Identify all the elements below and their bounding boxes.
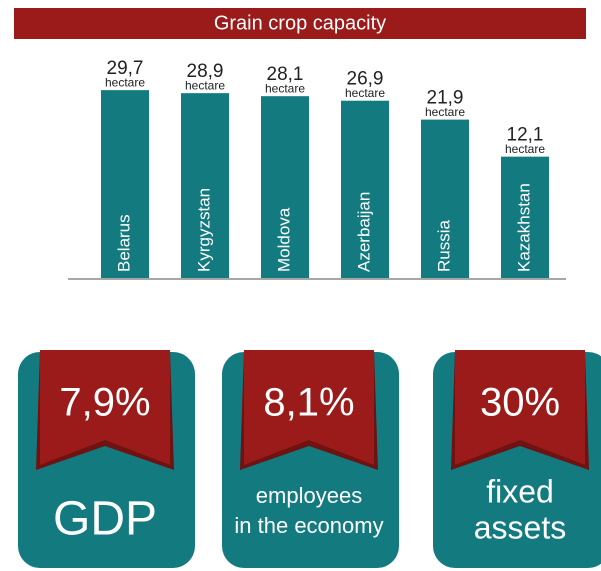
unit-label: hectare — [505, 142, 545, 156]
ribbon — [455, 350, 585, 465]
title-bar — [14, 8, 586, 39]
category-label: Azerbaijan — [354, 192, 373, 272]
category-label: Kazakhstan — [514, 183, 533, 272]
value-label: 28,1 — [267, 64, 304, 85]
category-label: Russia — [434, 219, 453, 272]
unit-label: hectare — [425, 105, 465, 119]
card-value: 7,9% — [59, 381, 150, 425]
value-label: 28,9 — [187, 61, 224, 82]
ribbon — [244, 350, 374, 465]
card-label: assets — [474, 509, 566, 545]
chart-title: Grain crop capacity — [214, 12, 386, 34]
value-label: 21,9 — [427, 88, 464, 109]
card-label: fixed — [486, 473, 554, 509]
category-label: Moldova — [274, 207, 293, 272]
bar — [261, 96, 309, 278]
bar — [181, 93, 229, 279]
category-label: Belarus — [114, 214, 133, 272]
ribbon — [40, 350, 170, 465]
card-value: 30% — [480, 381, 560, 425]
card-label: GDP — [53, 493, 157, 546]
value-label: 26,9 — [347, 69, 384, 90]
bar — [421, 119, 469, 278]
bar — [341, 100, 389, 278]
card-label: in the economy — [234, 513, 383, 538]
value-label: 29,7 — [107, 58, 144, 79]
card-label: employees — [256, 483, 362, 508]
category-label: Kyrgyzstan — [194, 188, 213, 272]
unit-label: hectare — [105, 75, 145, 89]
unit-label: hectare — [345, 86, 385, 100]
bar — [101, 90, 149, 278]
unit-label: hectare — [265, 81, 305, 95]
unit-label: hectare — [185, 78, 225, 92]
bar — [501, 156, 549, 278]
card-value: 8,1% — [263, 381, 354, 425]
value-label: 12,1 — [507, 125, 544, 146]
